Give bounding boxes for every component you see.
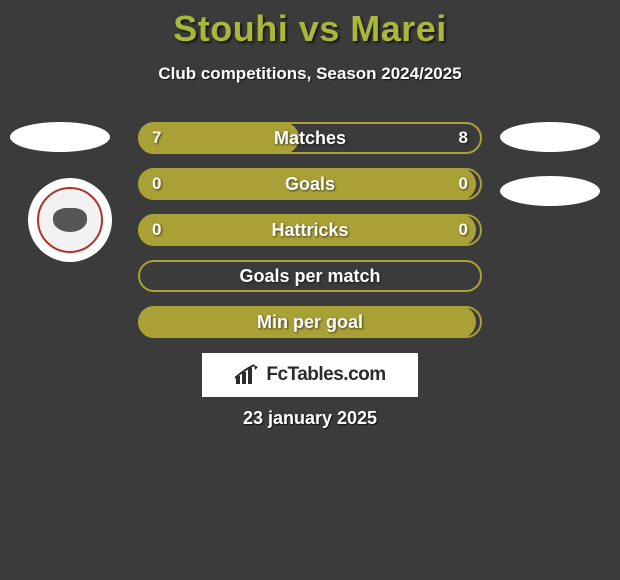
- subtitle: Club competitions, Season 2024/2025: [0, 64, 620, 84]
- logo-box: FcTables.com: [202, 353, 418, 397]
- bar-chart-icon: [234, 364, 260, 386]
- bar-right-value: 0: [459, 168, 468, 200]
- bar-label: Min per goal: [138, 306, 482, 338]
- comparison-bars: Matches78Goals00Hattricks00Goals per mat…: [138, 122, 482, 352]
- stat-row: Hattricks0 0: [138, 214, 482, 246]
- bar-label: Goals per match: [138, 260, 482, 292]
- side-oval: [500, 176, 600, 206]
- side-oval: [10, 122, 110, 152]
- stat-row: Goals per match: [138, 260, 482, 292]
- page-title: Stouhi vs Marei: [0, 0, 620, 50]
- stat-row: Matches7 8: [138, 122, 482, 154]
- crest-ring: [37, 187, 103, 253]
- logo-text: FcTables.com: [266, 364, 385, 386]
- side-oval: [500, 122, 600, 152]
- bar-left-value: 0: [152, 168, 161, 200]
- date-label: 23 january 2025: [0, 408, 620, 429]
- crest-mark: [53, 208, 87, 232]
- stat-row: Min per goal: [138, 306, 482, 338]
- bar-right-value: 0: [459, 214, 468, 246]
- stat-row: Goals0 0: [138, 168, 482, 200]
- bar-label: Matches: [138, 122, 482, 154]
- team-crest-left: [28, 178, 112, 262]
- bar-label: Goals: [138, 168, 482, 200]
- bar-right-value: 8: [459, 122, 468, 154]
- bar-left-value: 7: [152, 122, 161, 154]
- bar-left-value: 0: [152, 214, 161, 246]
- bar-label: Hattricks: [138, 214, 482, 246]
